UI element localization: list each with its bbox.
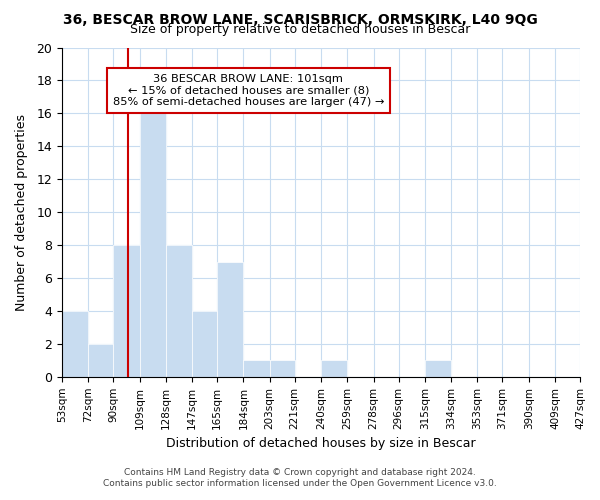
Bar [425, 360, 451, 377]
Bar [321, 360, 347, 377]
Y-axis label: Number of detached properties: Number of detached properties [15, 114, 28, 310]
X-axis label: Distribution of detached houses by size in Bescar: Distribution of detached houses by size … [166, 437, 476, 450]
Bar [166, 245, 192, 377]
Bar [62, 311, 88, 377]
Text: Size of property relative to detached houses in Bescar: Size of property relative to detached ho… [130, 22, 470, 36]
Bar [140, 97, 166, 377]
Bar [88, 344, 113, 377]
Bar [244, 360, 270, 377]
Text: 36, BESCAR BROW LANE, SCARISBRICK, ORMSKIRK, L40 9QG: 36, BESCAR BROW LANE, SCARISBRICK, ORMSK… [62, 12, 538, 26]
Bar [113, 245, 140, 377]
Bar [192, 311, 217, 377]
Bar [270, 360, 295, 377]
Text: Contains HM Land Registry data © Crown copyright and database right 2024.
Contai: Contains HM Land Registry data © Crown c… [103, 468, 497, 487]
Bar [217, 262, 244, 377]
Text: 36 BESCAR BROW LANE: 101sqm
← 15% of detached houses are smaller (8)
85% of semi: 36 BESCAR BROW LANE: 101sqm ← 15% of det… [113, 74, 384, 107]
